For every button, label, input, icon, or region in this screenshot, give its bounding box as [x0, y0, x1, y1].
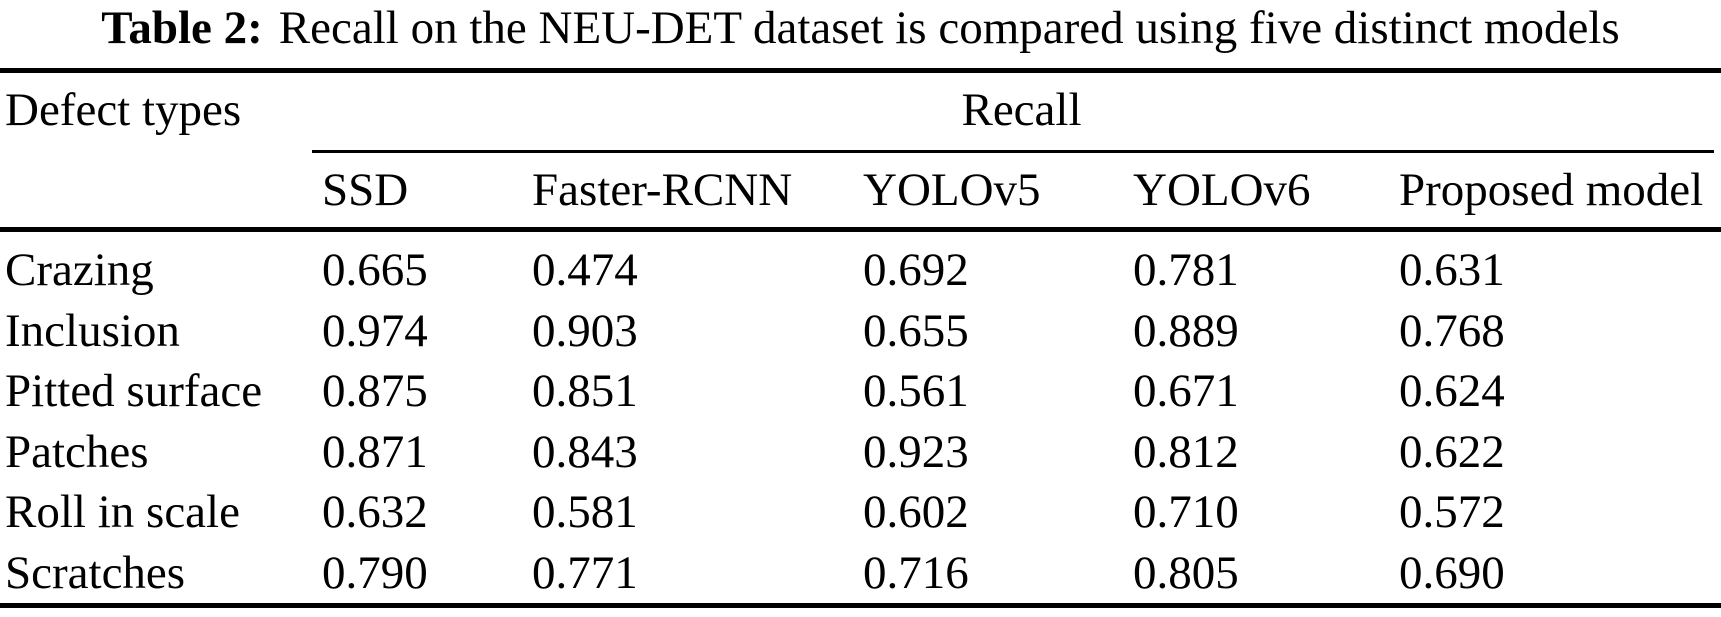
recall-value-cell: 0.622 — [1399, 425, 1505, 478]
table-row: Roll in scale 0.632 0.581 0.602 0.710 0.… — [0, 482, 1721, 543]
recall-value-cell: 0.631 — [1399, 244, 1505, 297]
column-header-yolov6: YOLOv6 — [1133, 164, 1311, 216]
recall-value-cell: 0.716 — [863, 546, 969, 599]
bottom-rule — [0, 603, 1721, 608]
table-row: Pitted surface 0.875 0.851 0.561 0.671 0… — [0, 361, 1721, 422]
recall-value-cell: 0.923 — [863, 425, 969, 478]
defect-type-cell: Inclusion — [5, 304, 180, 357]
recall-value-cell: 0.851 — [532, 365, 638, 418]
table-row: Inclusion 0.974 0.903 0.655 0.889 0.768 — [0, 301, 1721, 362]
column-header-yolov5: YOLOv5 — [863, 164, 1041, 216]
recall-value-cell: 0.690 — [1399, 546, 1505, 599]
recall-value-cell: 0.790 — [322, 546, 428, 599]
column-header-faster-rcnn: Faster-RCNN — [532, 164, 793, 216]
defect-type-cell: Patches — [5, 425, 149, 478]
table-body: Crazing 0.665 0.474 0.692 0.781 0.631 In… — [0, 232, 1721, 603]
group-header-recall: Recall — [961, 84, 1082, 136]
caption-label: Table 2: — [101, 2, 263, 54]
table-header-row-1: Defect types Recall — [0, 73, 1721, 147]
caption-text: Recall on the NEU-DET dataset is compare… — [278, 2, 1620, 54]
recall-value-cell: 0.665 — [322, 244, 428, 297]
defect-type-cell: Crazing — [5, 244, 154, 297]
recall-value-cell: 0.771 — [532, 546, 638, 599]
recall-value-cell: 0.632 — [322, 486, 428, 539]
table-caption: Table 2: Recall on the NEU-DET dataset i… — [0, 0, 1721, 56]
recall-value-cell: 0.781 — [1133, 244, 1239, 297]
recall-value-cell: 0.768 — [1399, 304, 1505, 357]
recall-value-cell: 0.602 — [863, 486, 969, 539]
defect-type-cell: Scratches — [5, 546, 186, 599]
recall-value-cell: 0.624 — [1399, 365, 1505, 418]
recall-value-cell: 0.903 — [532, 304, 638, 357]
recall-value-cell: 0.655 — [863, 304, 969, 357]
defect-type-cell: Pitted surface — [5, 365, 263, 418]
recall-value-cell: 0.572 — [1399, 486, 1505, 539]
recall-value-cell: 0.581 — [532, 486, 638, 539]
recall-value-cell: 0.875 — [322, 365, 428, 418]
recall-value-cell: 0.474 — [532, 244, 638, 297]
recall-value-cell: 0.671 — [1133, 365, 1239, 418]
column-header-ssd: SSD — [322, 164, 409, 216]
recall-group-rule — [312, 150, 1714, 153]
table-row: Crazing 0.665 0.474 0.692 0.781 0.631 — [0, 240, 1721, 301]
recall-value-cell: 0.692 — [863, 244, 969, 297]
table-row: Patches 0.871 0.843 0.923 0.812 0.622 — [0, 422, 1721, 483]
recall-value-cell: 0.871 — [322, 425, 428, 478]
recall-value-cell: 0.843 — [532, 425, 638, 478]
recall-value-cell: 0.812 — [1133, 425, 1239, 478]
column-header-defect-types: Defect types — [5, 84, 242, 136]
column-header-proposed-model: Proposed model — [1399, 164, 1704, 216]
top-rule — [0, 68, 1721, 73]
recall-value-cell: 0.889 — [1133, 304, 1239, 357]
defect-type-cell: Roll in scale — [5, 486, 240, 539]
table-header-row-2: SSD Faster-RCNN YOLOv5 YOLOv6 Proposed m… — [0, 153, 1721, 227]
recall-value-cell: 0.974 — [322, 304, 428, 357]
table-row: Scratches 0.790 0.771 0.716 0.805 0.690 — [0, 543, 1721, 604]
recall-value-cell: 0.805 — [1133, 546, 1239, 599]
recall-value-cell: 0.710 — [1133, 486, 1239, 539]
mid-rule — [0, 227, 1721, 232]
recall-value-cell: 0.561 — [863, 365, 969, 418]
